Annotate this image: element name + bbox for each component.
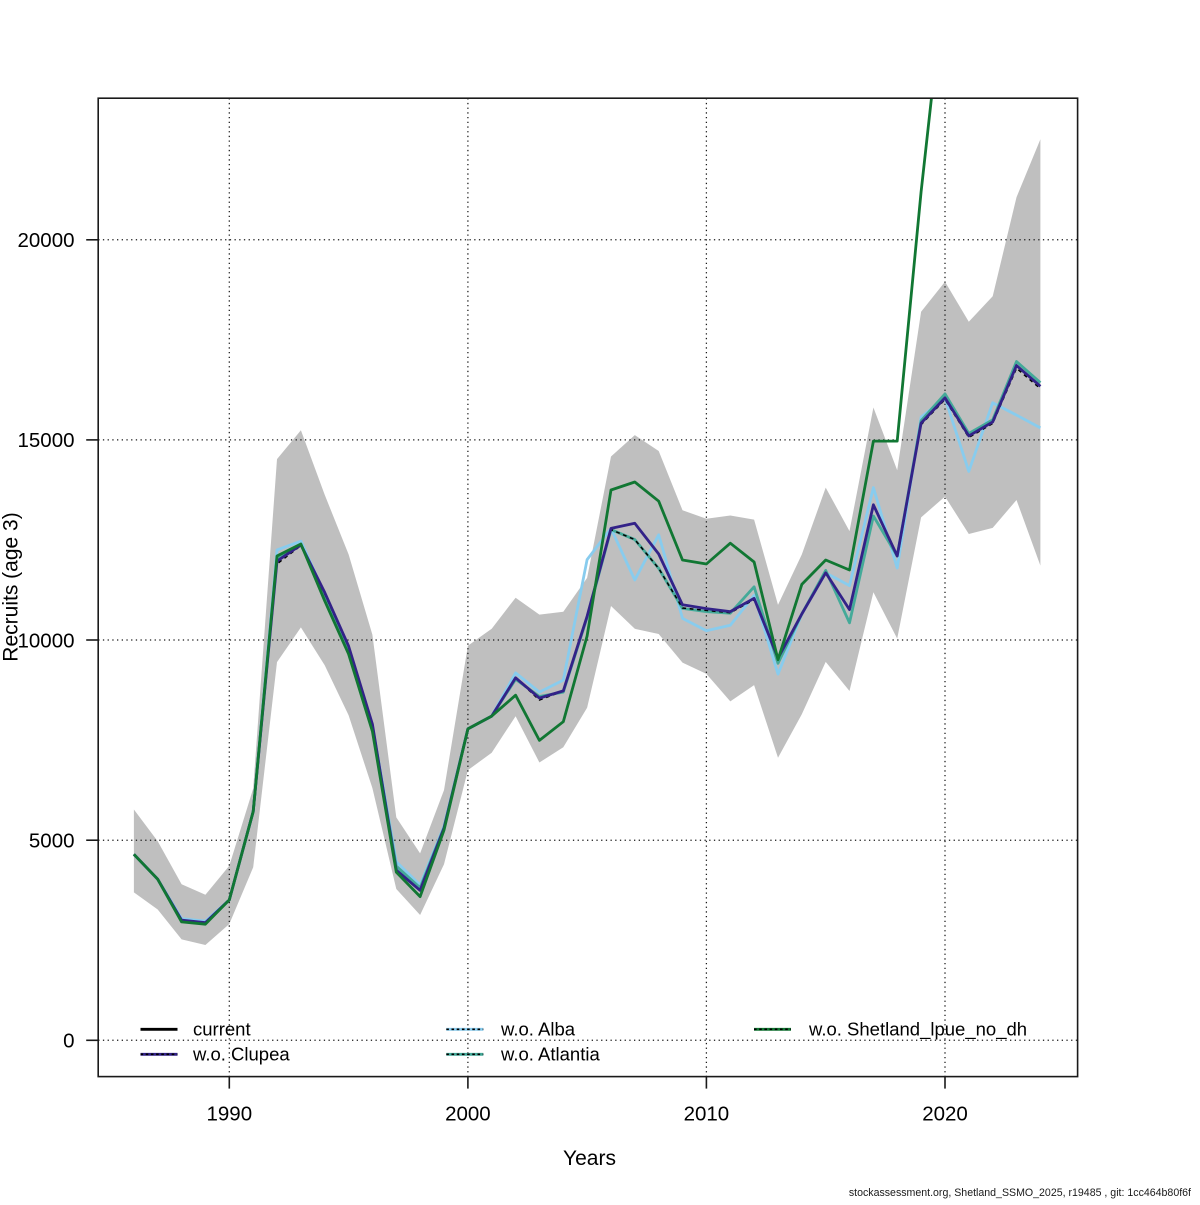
svg-text:15000: 15000: [17, 429, 74, 452]
svg-text:w.o. Alba: w.o. Alba: [500, 1019, 576, 1040]
svg-text:2000: 2000: [445, 1103, 491, 1126]
svg-text:1990: 1990: [206, 1103, 252, 1126]
svg-text:w.o. Clupea: w.o. Clupea: [192, 1044, 290, 1065]
svg-text:20000: 20000: [17, 229, 74, 252]
svg-text:w.o. Atlantia: w.o. Atlantia: [500, 1044, 600, 1065]
svg-text:5000: 5000: [29, 830, 75, 853]
svg-text:Recruits (age 3): Recruits (age 3): [0, 512, 23, 661]
svg-text:current: current: [193, 1019, 251, 1040]
svg-text:w.o. Shetland_lpue_no_dh: w.o. Shetland_lpue_no_dh: [808, 1019, 1027, 1041]
svg-text:10000: 10000: [17, 629, 74, 652]
svg-text:2020: 2020: [922, 1103, 968, 1126]
svg-text:2010: 2010: [684, 1103, 730, 1126]
svg-text:stockassessment.org, Shetland_: stockassessment.org, Shetland_SSMO_2025,…: [849, 1187, 1191, 1199]
svg-text:Years: Years: [563, 1147, 616, 1170]
svg-text:0: 0: [63, 1030, 74, 1053]
